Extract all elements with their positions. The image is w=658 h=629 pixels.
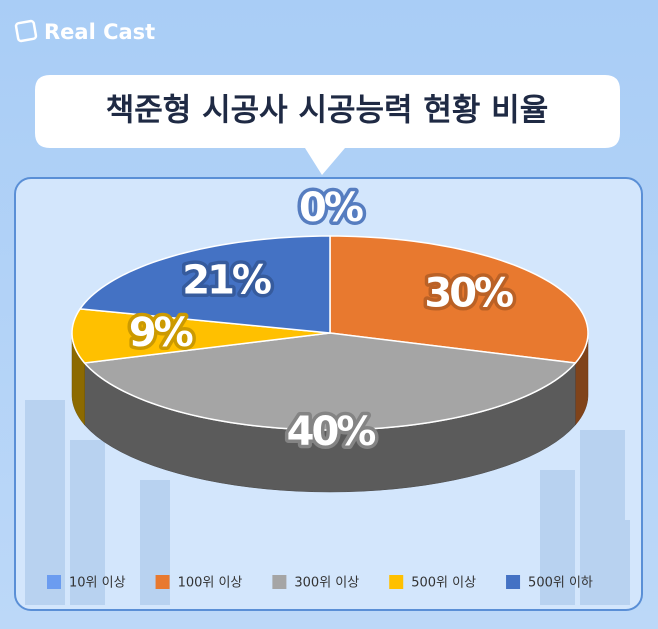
legend-label: 500위 이상 (411, 576, 476, 591)
legend-label: 10위 이상 (69, 576, 126, 591)
value-label: 40% (287, 409, 376, 455)
legend-label: 100위 이상 (178, 576, 243, 591)
value-label: 21% (182, 257, 271, 303)
logo: Real Cast (14, 19, 155, 44)
legend: 10위 이상 100위 이상 300위 이상 500위 이상 500위 이하 (47, 575, 593, 591)
value-label: 9% (129, 310, 193, 356)
skyline (25, 400, 630, 605)
legend-swatch (272, 575, 287, 589)
legend-label: 500위 이하 (528, 576, 593, 591)
pie: 0% 30% 40% 9% 21% (71, 181, 589, 493)
legend-swatch (506, 575, 521, 589)
legend-swatch (389, 575, 404, 589)
pie-slice (329, 235, 589, 364)
title-bubble (35, 75, 620, 175)
legend-label: 300위 이상 (294, 576, 359, 591)
brand: Real Cast (44, 20, 155, 44)
pie-slice (83, 332, 577, 431)
pie-slice (71, 308, 331, 364)
chart-title: 책준형 시공사 시공능력 현황 비율 (106, 93, 548, 129)
legend-swatch (47, 575, 61, 589)
value-label: 30% (424, 270, 513, 316)
pie-slice (78, 235, 331, 334)
legend-swatch (155, 575, 170, 589)
value-label: 0% (299, 185, 363, 231)
